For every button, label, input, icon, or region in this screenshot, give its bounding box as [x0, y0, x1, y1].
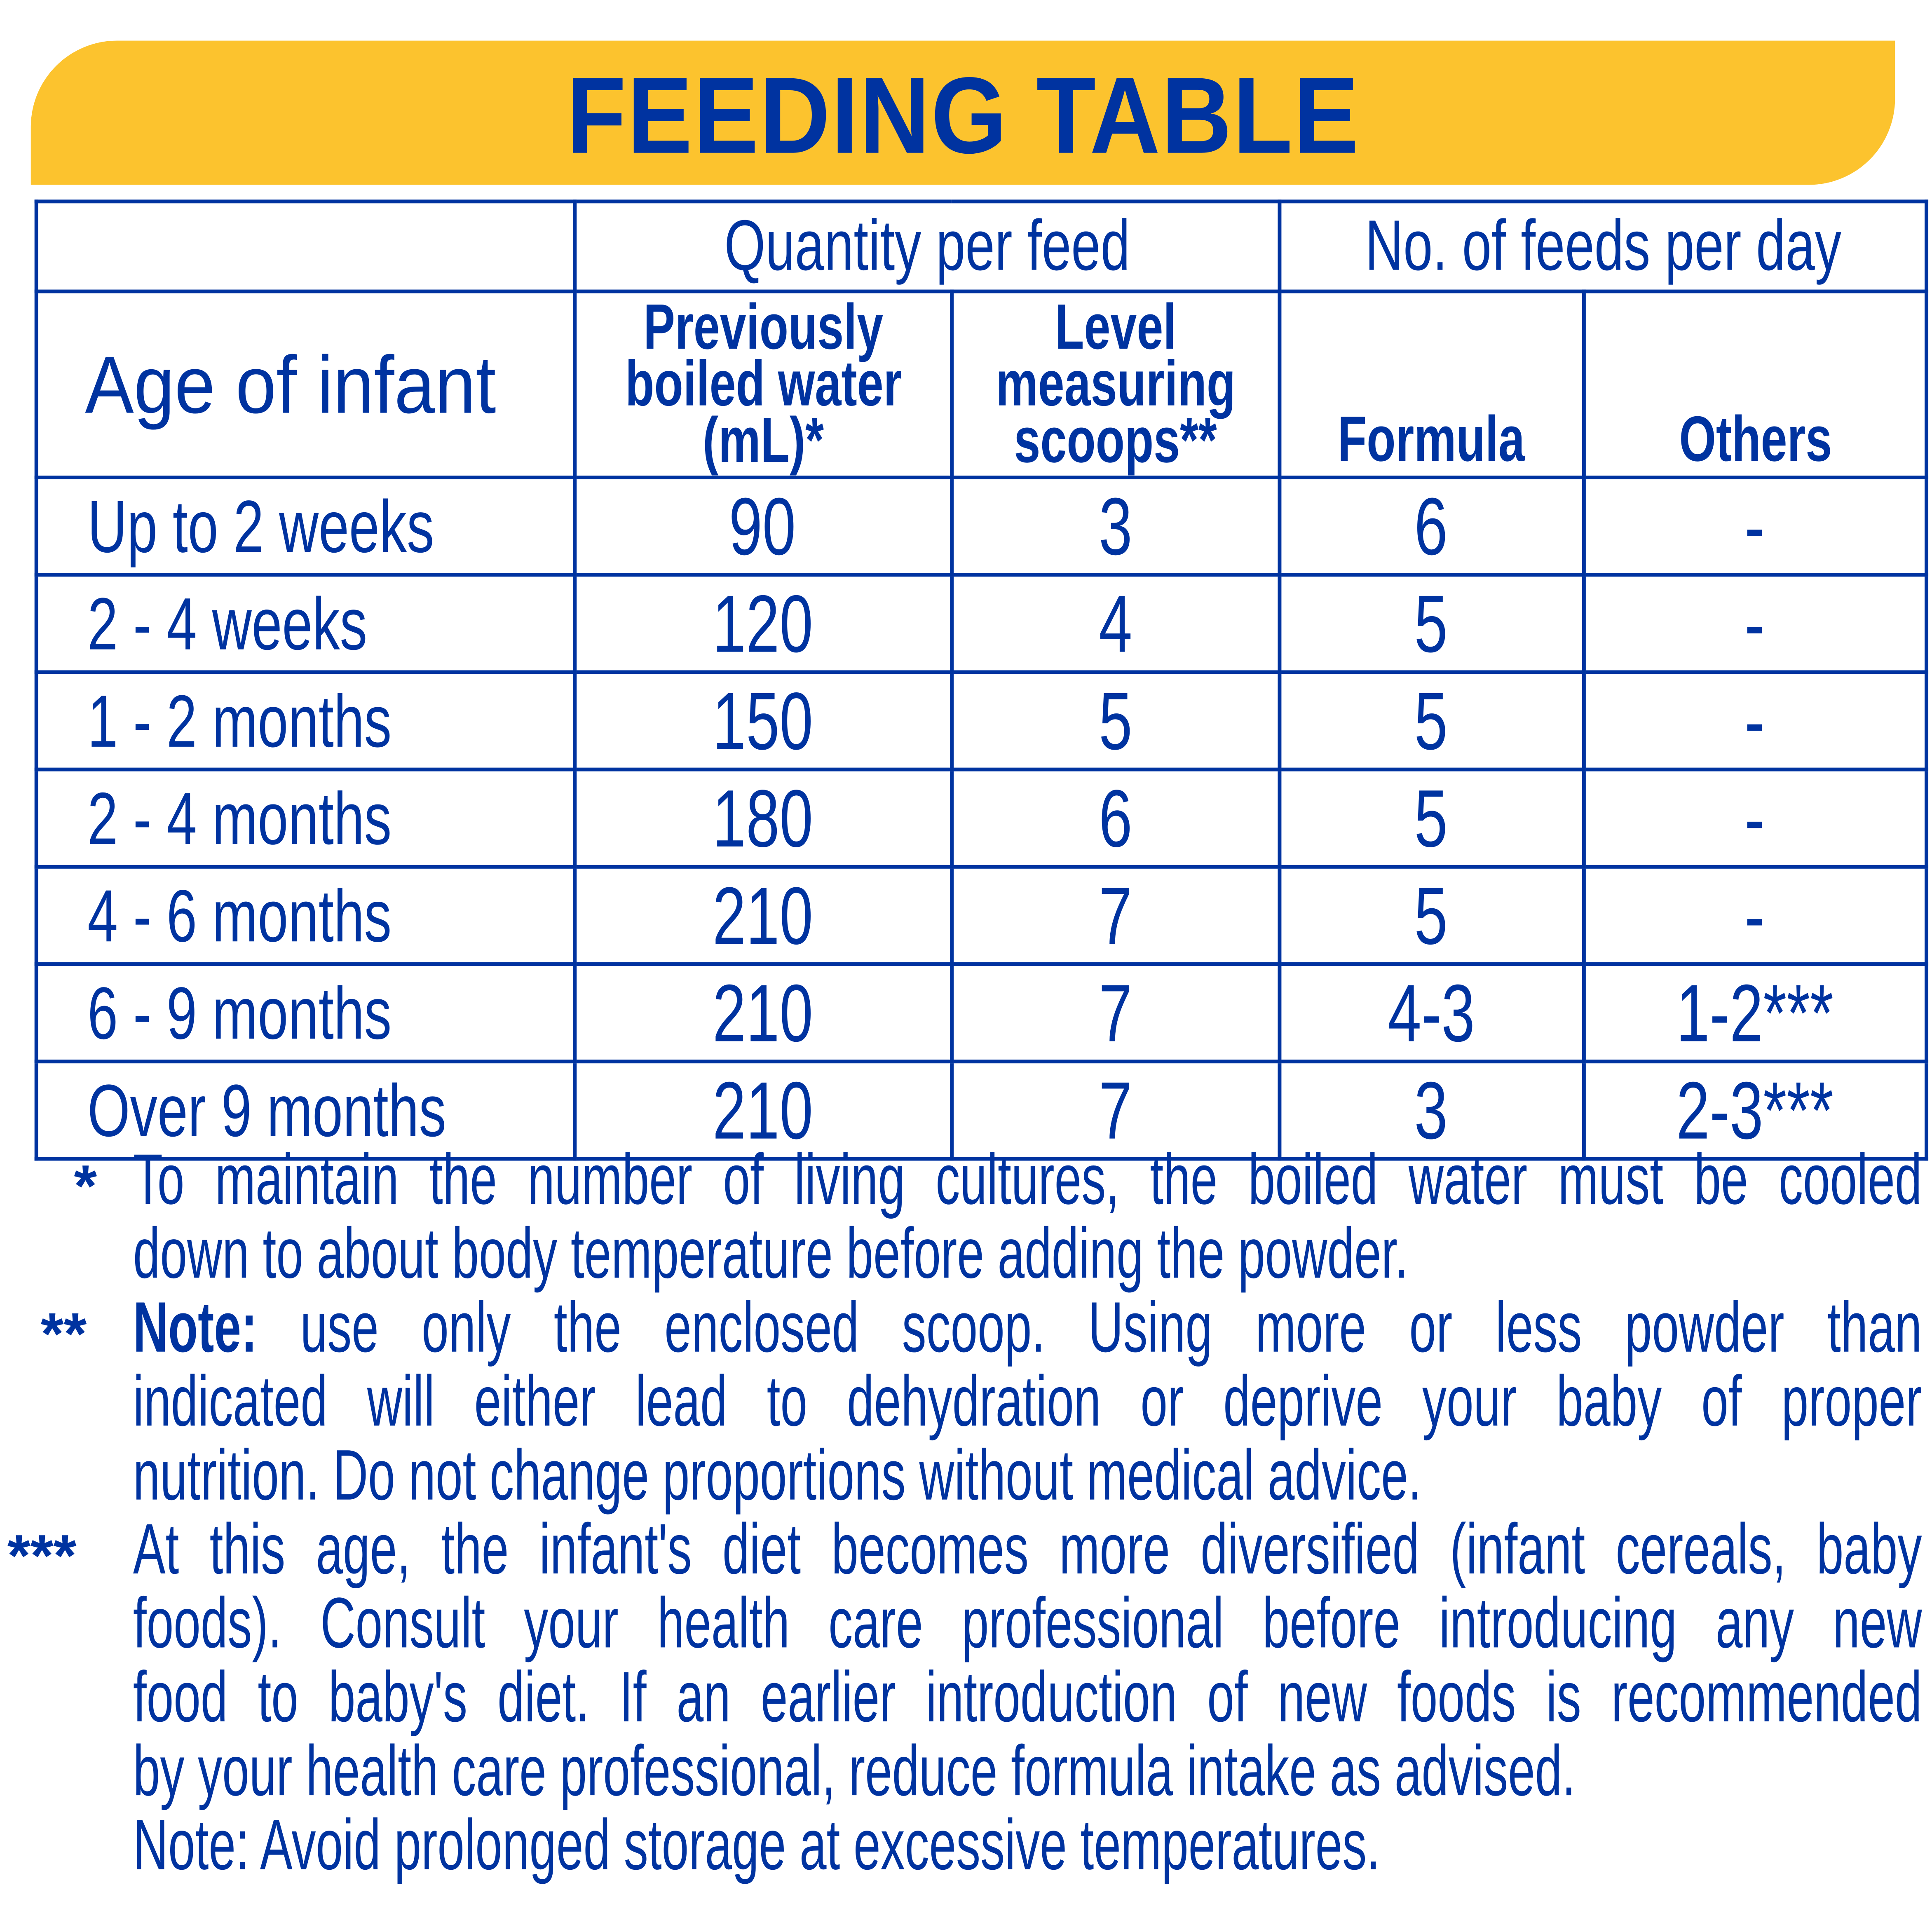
cell-water: 180	[572, 767, 954, 869]
footnote-mark-2: **	[40, 1302, 87, 1368]
header-others: Others	[1581, 289, 1929, 480]
table-row: Up to 2 weeks 90 3 6-	[34, 476, 1929, 577]
footnote-2-line: nutrition. Do not change proportions wit…	[133, 1435, 1422, 1516]
cell-others: -	[1581, 573, 1929, 674]
table-row: 2 - 4 weeks 120 4 5-	[34, 573, 1929, 674]
cell-water: 90	[572, 476, 954, 577]
cell-formula: 3	[1278, 1060, 1585, 1161]
cell-age: Up to 2 weeks	[34, 476, 576, 577]
cell-age: 1 - 2 months	[34, 670, 576, 771]
table-row: 1 - 2 months 150 5 5-	[34, 670, 1929, 771]
cell-age: 2 - 4 months	[34, 767, 576, 869]
footnote-1-line: down to about body temperature before ad…	[133, 1213, 1409, 1294]
cell-age: Over 9 months	[34, 1060, 576, 1161]
cell-age: 6 - 9 months	[34, 962, 576, 1064]
title-banner: FEEDING TABLE	[30, 40, 1895, 185]
cell-age: 4 - 6 months	[34, 865, 576, 966]
cell-water: 150	[572, 670, 954, 771]
cell-water: 210	[572, 865, 954, 966]
cell-formula: 4-3	[1278, 962, 1585, 1064]
cell-scoops: 5	[950, 670, 1282, 771]
cell-others: -	[1581, 670, 1929, 771]
footnote-mark-3: ***	[7, 1524, 77, 1590]
table-row: 2 - 4 months 180 6 5-	[34, 767, 1929, 869]
group-header-feeds: No. of feeds per day	[1278, 199, 1929, 293]
footnote-3-line: foods). Consult your health care profess…	[133, 1583, 1922, 1664]
cell-water: 210	[572, 1060, 954, 1161]
header-formula: Formula	[1278, 289, 1585, 480]
footnote-2-line: Note: use only the enclosed scoop. Using…	[133, 1287, 1922, 1368]
cell-formula: 5	[1278, 865, 1585, 966]
feeding-table: Quantity per feed No. of feeds per day A…	[34, 199, 1929, 1161]
page-title: FEEDING TABLE	[566, 54, 1360, 176]
group-header-row: Quantity per feed No. of feeds per day	[34, 199, 1929, 293]
table-row: Over 9 months 210 7 3 2-3***	[34, 1060, 1929, 1161]
footnote-2-line: indicated will either lead to dehydratio…	[133, 1361, 1922, 1442]
table-row: 6 - 9 months 210 7 4-3 1-2***	[34, 962, 1929, 1064]
table-row: 4 - 6 months 210 7 5-	[34, 865, 1929, 966]
header-water: Previously boiled water (mL)*	[572, 289, 954, 480]
cell-formula: 6	[1278, 476, 1585, 577]
cell-scoops: 7	[950, 1060, 1282, 1161]
footnote-3-line: by your health care professional, reduce…	[133, 1731, 1576, 1812]
cell-scoops: 4	[950, 573, 1282, 674]
cell-scoops: 3	[950, 476, 1282, 577]
cell-age: 2 - 4 weeks	[34, 573, 576, 674]
footnote-3-line: At this age, the infant's diet becomes m…	[133, 1509, 1922, 1590]
cell-water: 120	[572, 573, 954, 674]
cell-formula: 5	[1278, 573, 1585, 674]
empty-header-cell	[34, 199, 576, 293]
cell-formula: 5	[1278, 670, 1585, 771]
cell-others: -	[1581, 865, 1929, 966]
footnote-1-line: To maintain the number of living culture…	[133, 1140, 1922, 1220]
footnote-mark-1: *	[74, 1154, 97, 1220]
column-header-row: Age of infant Previously boiled water (m…	[34, 289, 1929, 480]
cell-scoops: 6	[950, 767, 1282, 869]
header-age: Age of infant	[34, 289, 576, 480]
cell-formula: 5	[1278, 767, 1585, 869]
cell-others: 1-2***	[1581, 962, 1929, 1064]
storage-note: Note: Avoid prolonged storage at excessi…	[133, 1805, 1381, 1885]
cell-scoops: 7	[950, 865, 1282, 966]
footnote-3-line: food to baby's diet. If an earlier intro…	[133, 1657, 1922, 1737]
cell-water: 210	[572, 962, 954, 1064]
cell-others: -	[1581, 476, 1929, 577]
header-scoops: Level measuring scoops**	[950, 289, 1282, 480]
cell-scoops: 7	[950, 962, 1282, 1064]
group-header-quantity: Quantity per feed	[572, 199, 1282, 293]
cell-others: -	[1581, 767, 1929, 869]
cell-others: 2-3***	[1581, 1060, 1929, 1161]
